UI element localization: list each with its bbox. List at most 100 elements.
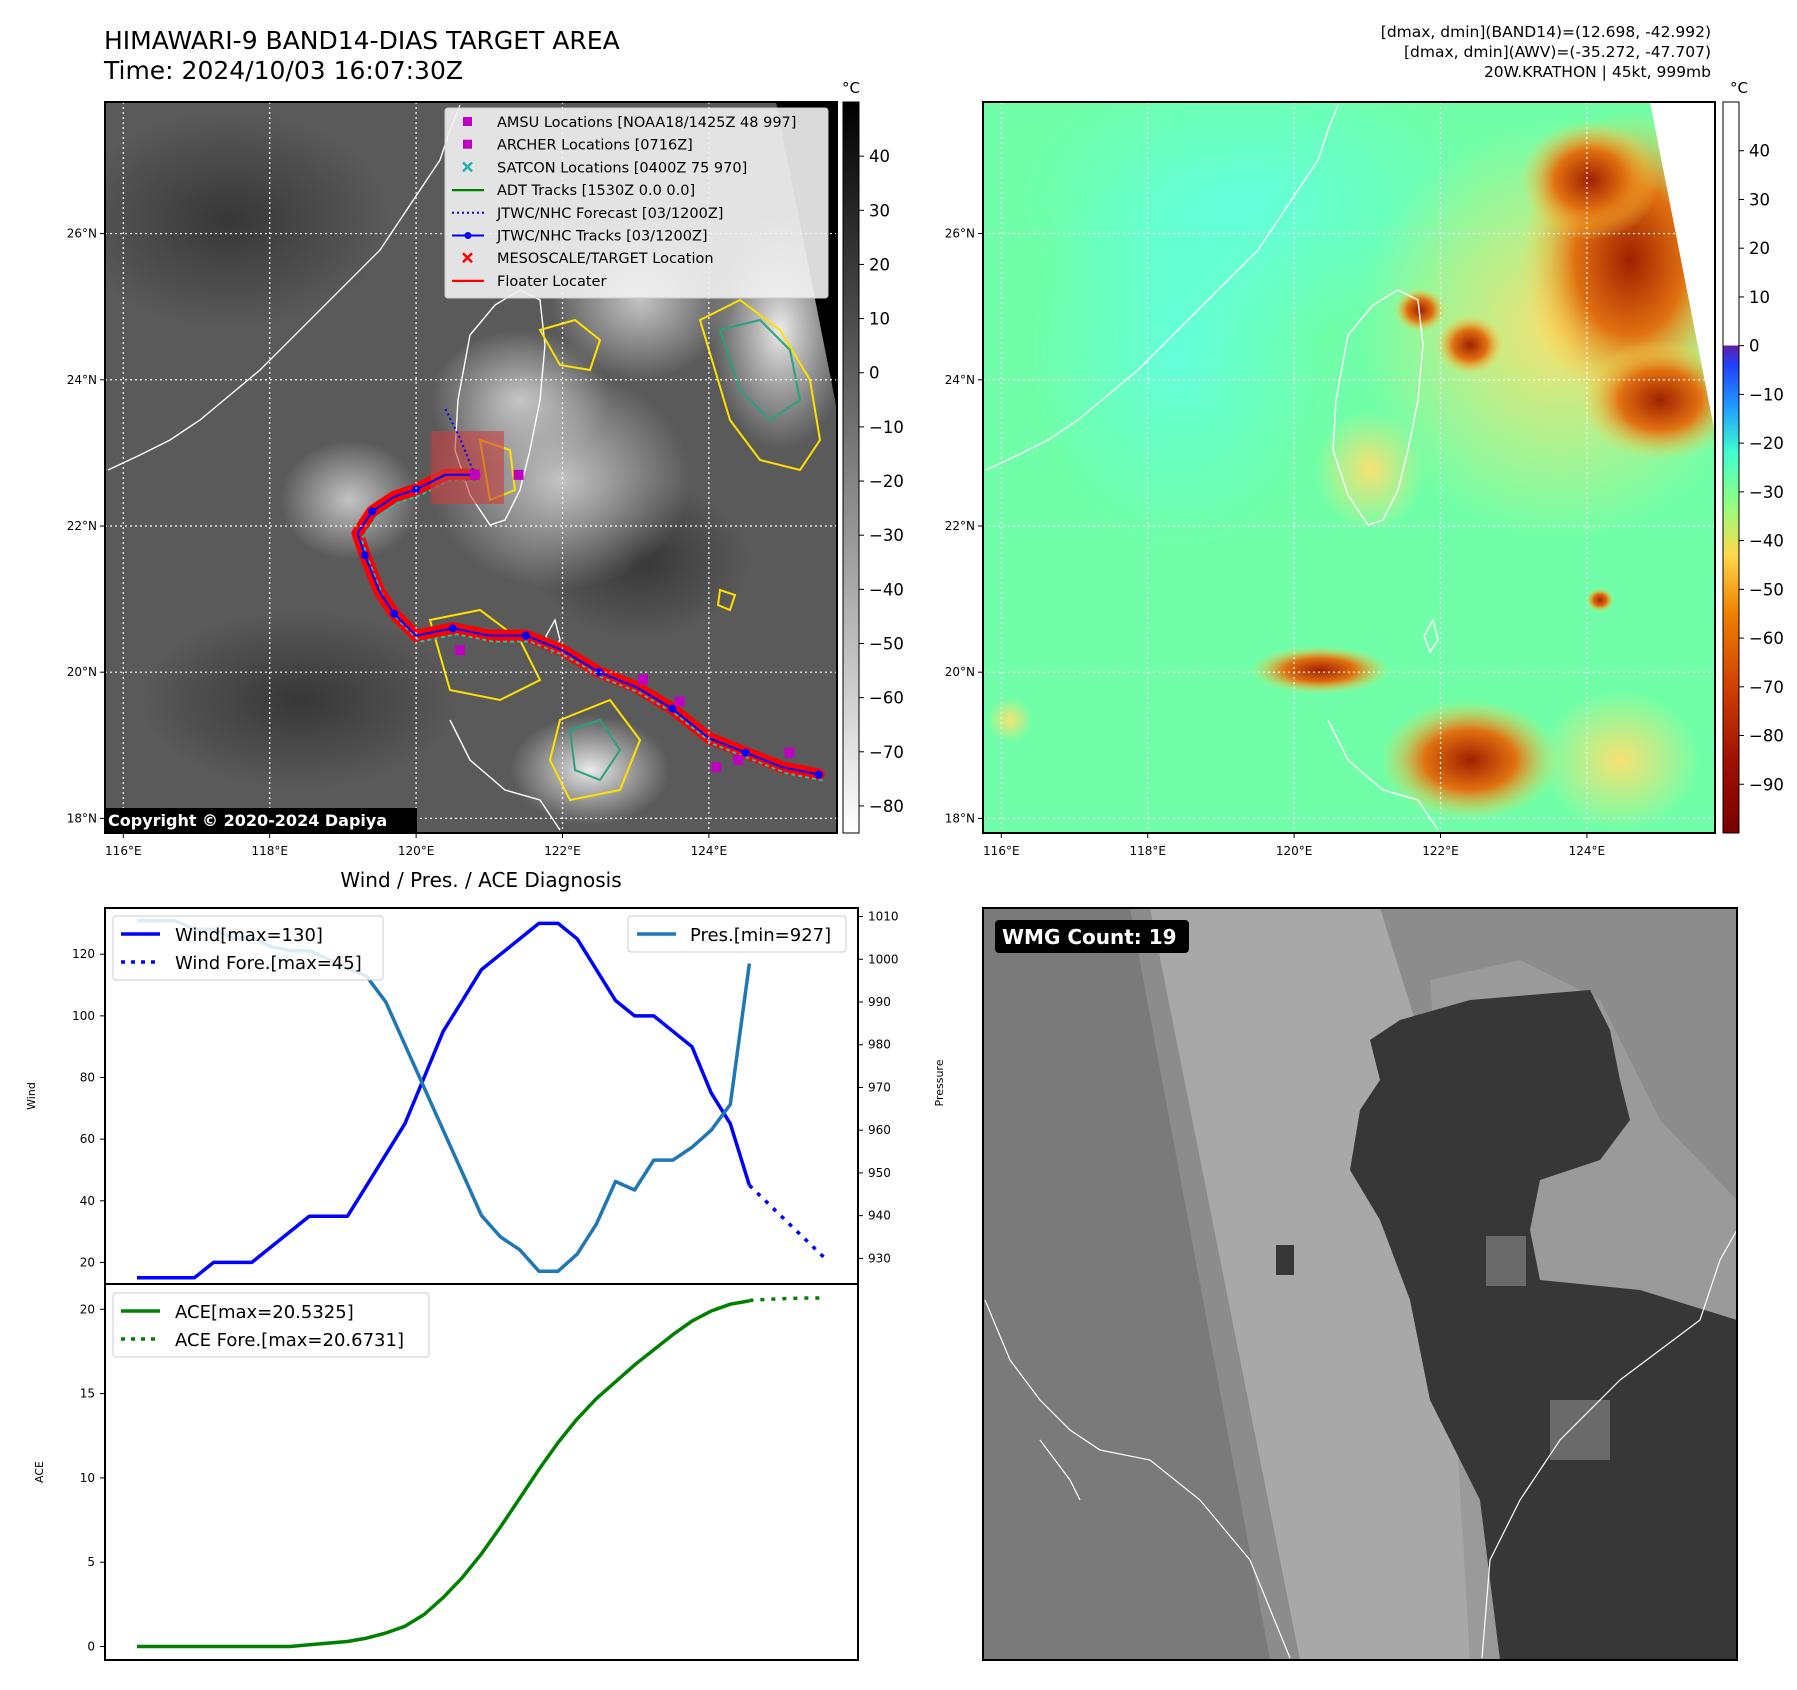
series-line-1 [748, 1184, 828, 1261]
colorbar-tick-label: −80 [1749, 727, 1784, 746]
colorbar-tick-label: −10 [1749, 385, 1784, 404]
y-tick-label: 100 [72, 1009, 95, 1023]
jtwc-track-points [360, 470, 823, 779]
wind-ylabel: Wind [25, 1082, 38, 1110]
colorbar-tick-label: −70 [869, 743, 904, 762]
copyright-text: Copyright © 2020-2024 Dapiya [108, 811, 387, 830]
ace-y-axis: 0 5 10 15 20 [80, 1302, 105, 1654]
legend-item: ADT Tracks [1530Z 0.0 0.0] [452, 183, 695, 199]
lon-tick-label: 116°E [105, 844, 142, 858]
colorbar-tick-label: 0 [1749, 337, 1760, 356]
title-line-2: Time: 2024/10/03 16:07:30Z [104, 56, 463, 85]
wmg-count-box [995, 920, 1189, 953]
ace-legend: ACE[max=20.5325] ACE Fore.[max=20.6731] [112, 1292, 430, 1358]
awv-frame [982, 101, 1716, 834]
ir-lon-axis: 116°E 118°E 120°E 122°E 124°E [105, 833, 727, 858]
y2-tick-label: 940 [868, 1209, 891, 1223]
lon-tick-label: 122°E [544, 844, 581, 858]
track-point [448, 624, 457, 633]
pressure-legend: Pres.[min=927] [627, 915, 847, 953]
colorbar-tick-label: −30 [869, 526, 904, 545]
y-tick-label: 40 [80, 1194, 95, 1208]
colorbar-tick-label: −20 [869, 472, 904, 491]
amsu-marker [784, 747, 795, 758]
colorbar-tick-label: 40 [869, 147, 890, 166]
awv-colorbar-unit: °C [1730, 79, 1748, 97]
y2-tick-label: 990 [868, 995, 891, 1009]
stats-storm: 20W.KRATHON | 45kt, 999mb [1483, 63, 1711, 81]
legend-item-label: ADT Tracks [1530Z 0.0 0.0] [497, 183, 695, 199]
lon-tick-label: 120°E [398, 844, 435, 858]
track-point [390, 609, 399, 618]
track-point [814, 770, 823, 779]
amsu-marker [711, 762, 722, 773]
y2-tick-label: 950 [868, 1166, 891, 1180]
legend-item-label: SATCON Locations [0400Z 75 970] [497, 160, 747, 176]
figure-title: HIMAWARI-9 BAND14-DIAS TARGET AREA Time: … [104, 26, 620, 86]
legend-item-label: AMSU Locations [NOAA18/1425Z 48 997] [497, 115, 796, 131]
satcon-track-dashes [360, 479, 823, 782]
legend-item-label: JTWC/NHC Forecast [03/1200Z] [496, 206, 723, 222]
legend-wind: Wind[max=130] [175, 925, 323, 946]
legend-ace: ACE[max=20.5325] [175, 1302, 354, 1323]
colorbar-tick-label: −60 [869, 689, 904, 708]
colorbar-tick-label: −40 [869, 580, 904, 599]
ir-frame [104, 101, 838, 834]
lon-tick-label: 122°E [1422, 844, 1459, 858]
y-tick-label: 20 [80, 1302, 95, 1316]
awv-panel: 26°N 24°N 22°N 20°N 18°N 116°E 118°E 120°E 122°… [945, 79, 1784, 858]
lon-tick-label: 124°E [1569, 844, 1606, 858]
legend-item: JTWC/NHC Forecast [03/1200Z] [452, 206, 723, 222]
diagnosis-panel: Wind / Pres. / ACE Diagnosis 20406080100… [25, 868, 946, 1661]
lon-tick-label: 118°E [251, 844, 288, 858]
legend-ace-forecast: ACE Fore.[max=20.6731] [175, 1330, 404, 1351]
y-tick-label: 60 [80, 1132, 95, 1146]
lat-tick-label: 20°N [67, 665, 97, 679]
colorbar-tick-label: 20 [1749, 239, 1770, 258]
y-tick-label: 120 [72, 947, 95, 961]
legend-item-label: MESOSCALE/TARGET Location [497, 251, 714, 267]
legend-item: ARCHER Locations [0716Z] [463, 138, 693, 154]
legend-item: Floater Locater [452, 274, 606, 290]
colorbar-tick-label: −70 [1749, 678, 1784, 697]
y-tick-label: 0 [87, 1640, 95, 1654]
awv-gridlines [983, 102, 1715, 833]
ace-ylabel: ACE [33, 1461, 46, 1483]
colorbar-tick-label: −30 [1749, 483, 1784, 502]
colorbar-tick-label: −90 [1749, 775, 1784, 794]
wind-legend: Wind[max=130] Wind Fore.[max=45] [112, 915, 384, 981]
y2-tick-label: 970 [868, 1080, 891, 1094]
y2-tick-label: 1010 [868, 910, 899, 924]
y-tick-label: 15 [80, 1387, 95, 1401]
colorbar-tick-label: 40 [1749, 142, 1770, 161]
amsu-marker [455, 645, 466, 656]
copyright-box [105, 808, 417, 833]
lon-tick-label: 116°E [983, 844, 1020, 858]
ir-satellite-panel: 26°N 24°N 22°N 20°N 18°N 116°E 118°E 120°E 122°… [67, 79, 904, 858]
y2-tick-label: 1000 [868, 952, 899, 966]
wmg-frame [982, 907, 1738, 1661]
awv-image [983, 102, 1715, 833]
title-line-1: HIMAWARI-9 BAND14-DIAS TARGET AREA [104, 26, 620, 55]
colorbar-tick-label: −20 [1749, 434, 1784, 453]
amsu-marker [469, 469, 480, 480]
colorbar-tick-label: 10 [869, 310, 890, 329]
y-tick-label: 5 [87, 1555, 95, 1569]
track-point [521, 631, 530, 640]
colorbar-tick-label: −50 [869, 634, 904, 653]
legend-wind-forecast: Wind Fore.[max=45] [175, 953, 362, 974]
amsu-marker [513, 469, 524, 480]
wind-y-axis: 20 40 60 80 100 120 [72, 947, 105, 1269]
amsu-marker [638, 674, 649, 685]
track-point [741, 748, 750, 757]
lat-tick-label: 22°N [945, 519, 975, 533]
pressure-y-axis: 930 940 950 960 970 980 990 1000 1010 [858, 910, 899, 1265]
ir-colorbar-unit: °C [842, 79, 860, 97]
lon-tick-label: 120°E [1276, 844, 1313, 858]
colorbar-tick-label: −10 [869, 418, 904, 437]
awv-coastlines [985, 104, 1439, 831]
awv-lat-axis: 26°N 24°N 22°N 20°N 18°N [945, 227, 983, 825]
lat-tick-label: 18°N [67, 811, 97, 825]
colorbar-tick-label: 30 [869, 201, 890, 220]
legend-pressure: Pres.[min=927] [690, 925, 831, 946]
